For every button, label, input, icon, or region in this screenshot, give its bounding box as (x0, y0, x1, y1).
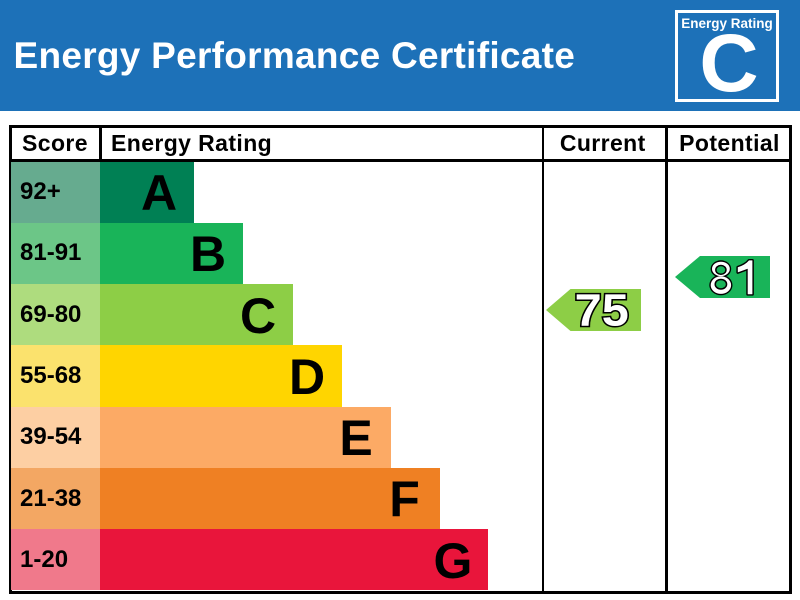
svg-text:75: 75 (575, 289, 629, 331)
svg-text:75: 75 (575, 289, 629, 331)
